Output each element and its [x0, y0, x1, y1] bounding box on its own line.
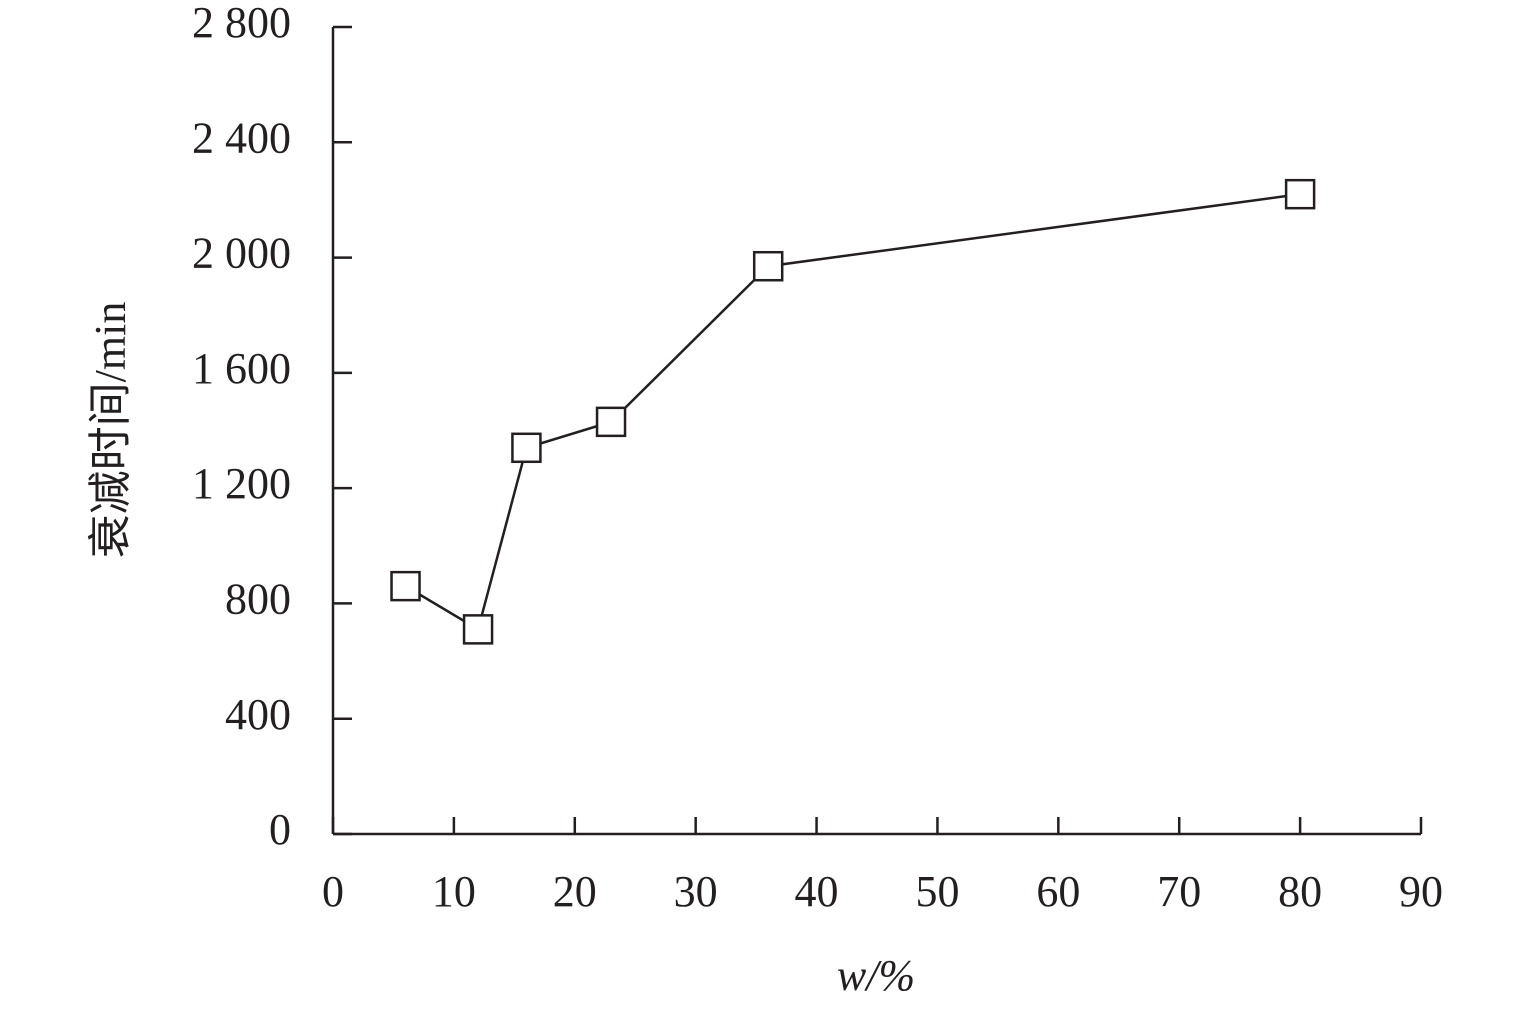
y-tick-label: 0 [269, 805, 291, 854]
y-axis-label: 衰减时间/min [86, 302, 135, 559]
x-tick-label: 60 [1036, 867, 1080, 916]
x-tick-label: 50 [915, 867, 959, 916]
y-tick-label: 1 200 [192, 459, 291, 508]
marker [462, 614, 494, 645]
y-tick-label: 400 [225, 690, 291, 739]
marker [1284, 178, 1316, 210]
y-tick-label: 1 600 [192, 344, 291, 393]
y-tick-label: 2 800 [192, 0, 291, 47]
x-tick-label: 40 [795, 867, 839, 916]
x-tick-label: 70 [1157, 867, 1201, 916]
x-tick-label: 80 [1278, 867, 1322, 916]
marker [511, 432, 542, 464]
y-tick-label: 2 000 [192, 229, 291, 278]
y-tick-label: 2 400 [192, 113, 291, 162]
x-tick-label: 10 [432, 867, 476, 916]
x-tick-label: 90 [1399, 867, 1443, 916]
x-tick-label: 30 [674, 867, 718, 916]
x-tick-label: 0 [322, 867, 344, 916]
marker [390, 570, 421, 602]
line [404, 192, 1301, 632]
marker [752, 250, 784, 282]
marker [595, 406, 627, 438]
y-tick-label: 800 [225, 575, 291, 624]
x-axis-label: w/% [837, 951, 915, 1000]
x-tick-label: 20 [553, 867, 597, 916]
